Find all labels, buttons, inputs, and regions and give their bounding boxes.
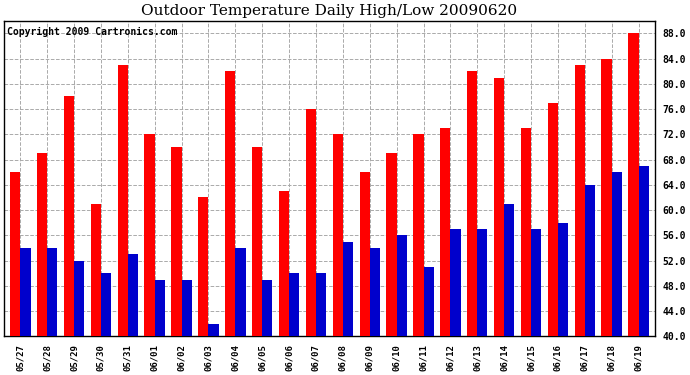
Bar — [198, 198, 208, 336]
Bar — [343, 242, 353, 336]
Title: Outdoor Temperature Daily High/Low 20090620: Outdoor Temperature Daily High/Low 20090… — [141, 4, 518, 18]
Bar — [225, 71, 235, 336]
Bar — [101, 273, 111, 336]
Bar — [531, 229, 541, 336]
Bar — [117, 65, 128, 336]
Bar — [155, 279, 165, 336]
Bar — [451, 229, 461, 336]
Bar — [611, 172, 622, 336]
Bar — [521, 128, 531, 336]
Bar — [413, 134, 424, 336]
Bar — [262, 279, 273, 336]
Bar — [64, 96, 74, 336]
Bar — [504, 204, 514, 336]
Bar — [440, 128, 451, 336]
Bar — [467, 71, 477, 336]
Bar — [128, 254, 138, 336]
Bar — [424, 267, 434, 336]
Bar — [171, 147, 181, 336]
Bar — [74, 261, 84, 336]
Bar — [90, 204, 101, 336]
Bar — [494, 78, 504, 336]
Bar — [289, 273, 299, 336]
Bar — [558, 223, 568, 336]
Bar — [144, 134, 155, 336]
Bar — [548, 103, 558, 336]
Bar — [208, 324, 219, 336]
Bar — [37, 153, 47, 336]
Bar — [306, 109, 316, 336]
Bar — [629, 33, 638, 336]
Bar — [575, 65, 585, 336]
Bar — [181, 279, 192, 336]
Text: Copyright 2009 Cartronics.com: Copyright 2009 Cartronics.com — [8, 27, 178, 37]
Bar — [359, 172, 370, 336]
Bar — [370, 248, 380, 336]
Bar — [279, 191, 289, 336]
Bar — [20, 248, 30, 336]
Bar — [10, 172, 20, 336]
Bar — [235, 248, 246, 336]
Bar — [638, 166, 649, 336]
Bar — [316, 273, 326, 336]
Bar — [585, 185, 595, 336]
Bar — [386, 153, 397, 336]
Bar — [333, 134, 343, 336]
Bar — [397, 236, 407, 336]
Bar — [602, 58, 611, 336]
Bar — [252, 147, 262, 336]
Bar — [477, 229, 488, 336]
Bar — [47, 248, 57, 336]
